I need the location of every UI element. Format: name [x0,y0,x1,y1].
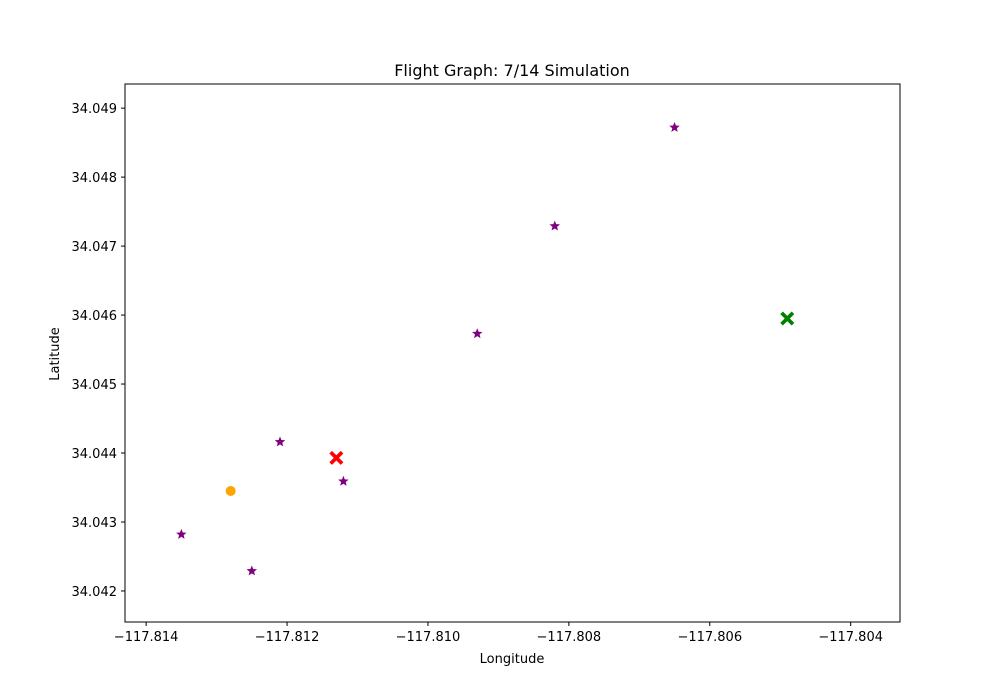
y-tick-label: 34.048 [72,171,118,186]
plot-frame [124,83,901,623]
y-tick-label: 34.044 [72,447,118,462]
x-tick-label: −117.804 [818,630,883,645]
x-tick-label: −117.812 [255,630,320,645]
y-axis-label: Latitude [48,327,63,381]
star-marker [549,220,560,231]
x-marker [780,311,795,326]
x-tick-label: −117.814 [114,630,179,645]
x-tick-label: −117.808 [537,630,602,645]
star-marker [669,121,680,132]
x-marker [329,450,344,465]
x-tick-label: −117.810 [396,630,461,645]
chart-title: Flight Graph: 7/14 Simulation [394,61,630,80]
star-marker [176,528,187,539]
y-tick-label: 34.042 [72,585,118,600]
plot-area: −117.814 −117.812 −117.810 −117.808 −117.806… [72,83,901,645]
x-axis-label: Longitude [480,652,545,667]
circle-marker [225,485,236,496]
y-tick-label: 34.049 [72,102,118,117]
star-marker [472,328,483,339]
x-tick-label: −117.806 [677,630,742,645]
y-tick-label: 34.045 [72,378,118,393]
star-marker [246,565,258,576]
star-marker [274,436,286,447]
star-marker [338,475,349,486]
y-tick-label: 34.047 [72,240,118,255]
y-tick-label: 34.043 [72,516,118,531]
y-tick-label: 34.046 [72,309,118,324]
